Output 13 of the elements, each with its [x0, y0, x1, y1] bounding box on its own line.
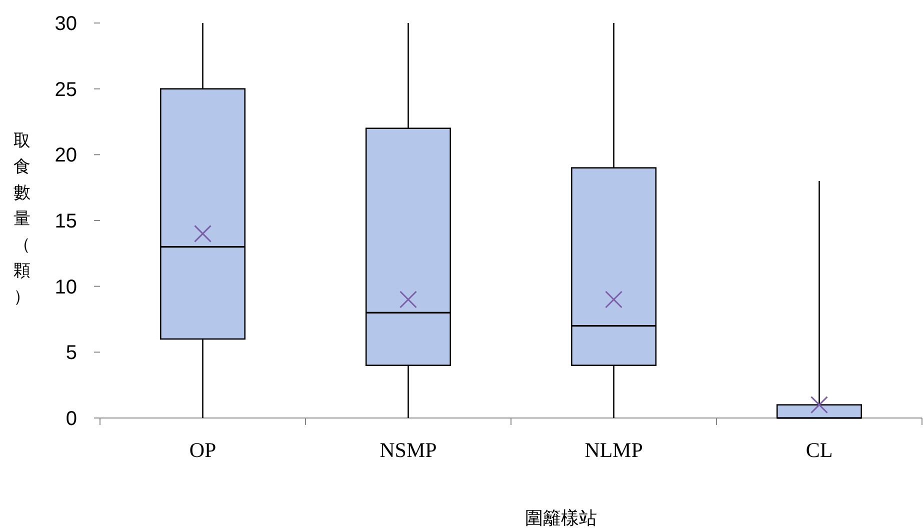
y-tick-label: 5 [66, 342, 77, 364]
x-tick-label: CL [806, 438, 833, 462]
x-tick-label: NLMP [584, 438, 643, 462]
y-tick-label: 30 [54, 13, 77, 35]
y-tick-label: 10 [54, 276, 77, 298]
y-tick-label: 0 [66, 408, 77, 430]
y-tick-label: 20 [54, 144, 77, 167]
x-tick-label: NSMP [380, 438, 437, 462]
x-axis-title: 圍籬樣站 [525, 508, 597, 528]
x-tick-label: OP [189, 438, 216, 462]
y-axis-title: 取食數量（顆） [14, 131, 30, 306]
y-tick-label: 25 [54, 78, 77, 101]
y-tick-label: 15 [54, 210, 77, 232]
